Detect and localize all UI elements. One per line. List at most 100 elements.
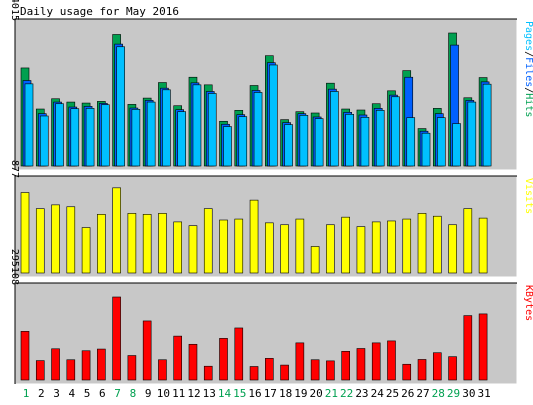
y-max-label: 295108 xyxy=(9,249,20,285)
bar-pages-day-10 xyxy=(162,89,171,167)
day-label-24: 24 xyxy=(371,387,385,400)
bar-visits-day-30 xyxy=(463,208,473,274)
visits-panel: 877 Visits xyxy=(9,160,533,278)
legend-pages-files-hits: Pages/Files/Hits xyxy=(523,21,533,117)
legend-part: Pages xyxy=(523,21,533,51)
bar-visits-day-19 xyxy=(295,218,305,274)
bar-kbytes-day-25 xyxy=(387,340,396,381)
bar-visits-day-9 xyxy=(142,214,152,274)
bar-pages-day-1 xyxy=(24,83,34,167)
panel-frame-highlight xyxy=(16,177,518,278)
bar-pages-day-4 xyxy=(70,108,80,167)
bar-pages-day-16 xyxy=(253,92,263,167)
bar-visits-day-17 xyxy=(265,222,274,274)
bar-visits-day-1 xyxy=(20,192,30,274)
bar-visits-day-4 xyxy=(66,206,76,274)
bar-kbytes-day-31 xyxy=(478,313,488,381)
bar-pages-day-12 xyxy=(192,84,202,167)
panel-frame-highlight xyxy=(16,20,518,171)
chart-title: Daily usage for May 2016 xyxy=(20,5,179,18)
legend-part: Files xyxy=(523,57,533,87)
bar-kbytes-day-18 xyxy=(280,364,289,381)
bar-visits-day-25 xyxy=(387,220,396,274)
bar-pages-day-14 xyxy=(223,126,232,167)
day-label-4: 4 xyxy=(68,387,75,400)
legend-part: / xyxy=(523,87,533,93)
bar-kbytes-day-27 xyxy=(417,359,427,381)
bar-kbytes-day-12 xyxy=(188,343,198,381)
bar-pages-day-5 xyxy=(85,108,95,167)
bar-pages-day-25 xyxy=(391,96,400,167)
day-label-1: 1 xyxy=(23,387,30,400)
legend-visits: Visits xyxy=(523,178,533,214)
panel-frame-shadow xyxy=(14,175,517,277)
day-label-20: 20 xyxy=(310,387,323,400)
bar-visits-day-18 xyxy=(280,224,289,274)
bar-visits-day-5 xyxy=(81,227,91,274)
day-label-18: 18 xyxy=(279,387,292,400)
bar-pages-day-8 xyxy=(131,109,141,167)
panel-frame-shadow xyxy=(14,282,517,384)
day-label-10: 10 xyxy=(157,387,170,400)
bar-pages-day-13 xyxy=(207,93,217,167)
bar-kbytes-day-7 xyxy=(112,296,121,381)
bar-pages-day-31 xyxy=(482,83,492,167)
legend-part: / xyxy=(523,51,533,57)
bar-visits-day-12 xyxy=(188,225,198,274)
panel-frame-shadow xyxy=(14,18,517,170)
bar-kbytes-day-17 xyxy=(265,358,274,381)
bar-kbytes-day-20 xyxy=(310,359,320,381)
bar-visits-day-24 xyxy=(371,221,381,274)
day-label-6: 6 xyxy=(99,387,106,400)
day-label-27: 27 xyxy=(416,387,429,400)
bar-visits-day-28 xyxy=(432,215,442,274)
kbytes-panel: 295108 KBytes xyxy=(9,249,533,385)
bar-visits-day-11 xyxy=(173,221,182,274)
bar-kbytes-day-10 xyxy=(158,359,167,381)
bar-visits-day-6 xyxy=(97,214,106,274)
day-label-16: 16 xyxy=(248,387,261,400)
bar-kbytes-day-2 xyxy=(35,360,45,381)
day-label-23: 23 xyxy=(355,387,368,400)
bar-visits-day-23 xyxy=(356,226,366,274)
bar-pages-day-7 xyxy=(116,46,125,167)
legend-kbytes: KBytes xyxy=(523,285,533,321)
bar-visits-day-7 xyxy=(112,187,121,274)
bar-pages-day-21 xyxy=(330,91,339,167)
day-label-22: 22 xyxy=(340,387,353,400)
bar-kbytes-day-4 xyxy=(66,359,76,381)
bar-kbytes-day-14 xyxy=(219,338,228,381)
bar-kbytes-day-16 xyxy=(249,366,259,381)
bar-visits-day-20 xyxy=(310,246,320,274)
bar-visits-day-15 xyxy=(234,218,244,274)
y-max-label: 877 xyxy=(9,160,20,178)
bar-pages-day-11 xyxy=(177,111,186,167)
day-label-11: 11 xyxy=(172,387,185,400)
day-label-31: 31 xyxy=(477,387,490,400)
bar-visits-day-10 xyxy=(158,213,167,274)
bar-kbytes-day-22 xyxy=(341,351,350,381)
day-label-3: 3 xyxy=(53,387,60,400)
bar-visits-day-21 xyxy=(326,224,335,274)
panel-frame-highlight xyxy=(16,284,518,385)
bar-kbytes-day-30 xyxy=(463,315,473,381)
bar-visits-day-8 xyxy=(127,213,137,274)
bar-kbytes-day-3 xyxy=(51,348,60,381)
bar-pages-day-17 xyxy=(269,64,278,167)
bar-kbytes-day-5 xyxy=(81,350,91,381)
day-label-21: 21 xyxy=(325,387,338,400)
bar-visits-day-2 xyxy=(35,208,45,274)
bar-kbytes-day-1 xyxy=(20,331,30,381)
bar-pages-day-19 xyxy=(299,115,309,167)
legend-part: Hits xyxy=(523,93,533,117)
bar-pages-day-28 xyxy=(436,117,446,167)
day-label-2: 2 xyxy=(38,387,45,400)
bar-visits-day-14 xyxy=(219,219,228,274)
bar-kbytes-day-9 xyxy=(142,320,152,381)
bar-visits-day-29 xyxy=(448,224,457,274)
day-label-5: 5 xyxy=(84,387,91,400)
bar-kbytes-day-21 xyxy=(326,360,335,381)
bar-kbytes-day-6 xyxy=(97,348,106,381)
bar-pages-day-29 xyxy=(452,123,461,167)
